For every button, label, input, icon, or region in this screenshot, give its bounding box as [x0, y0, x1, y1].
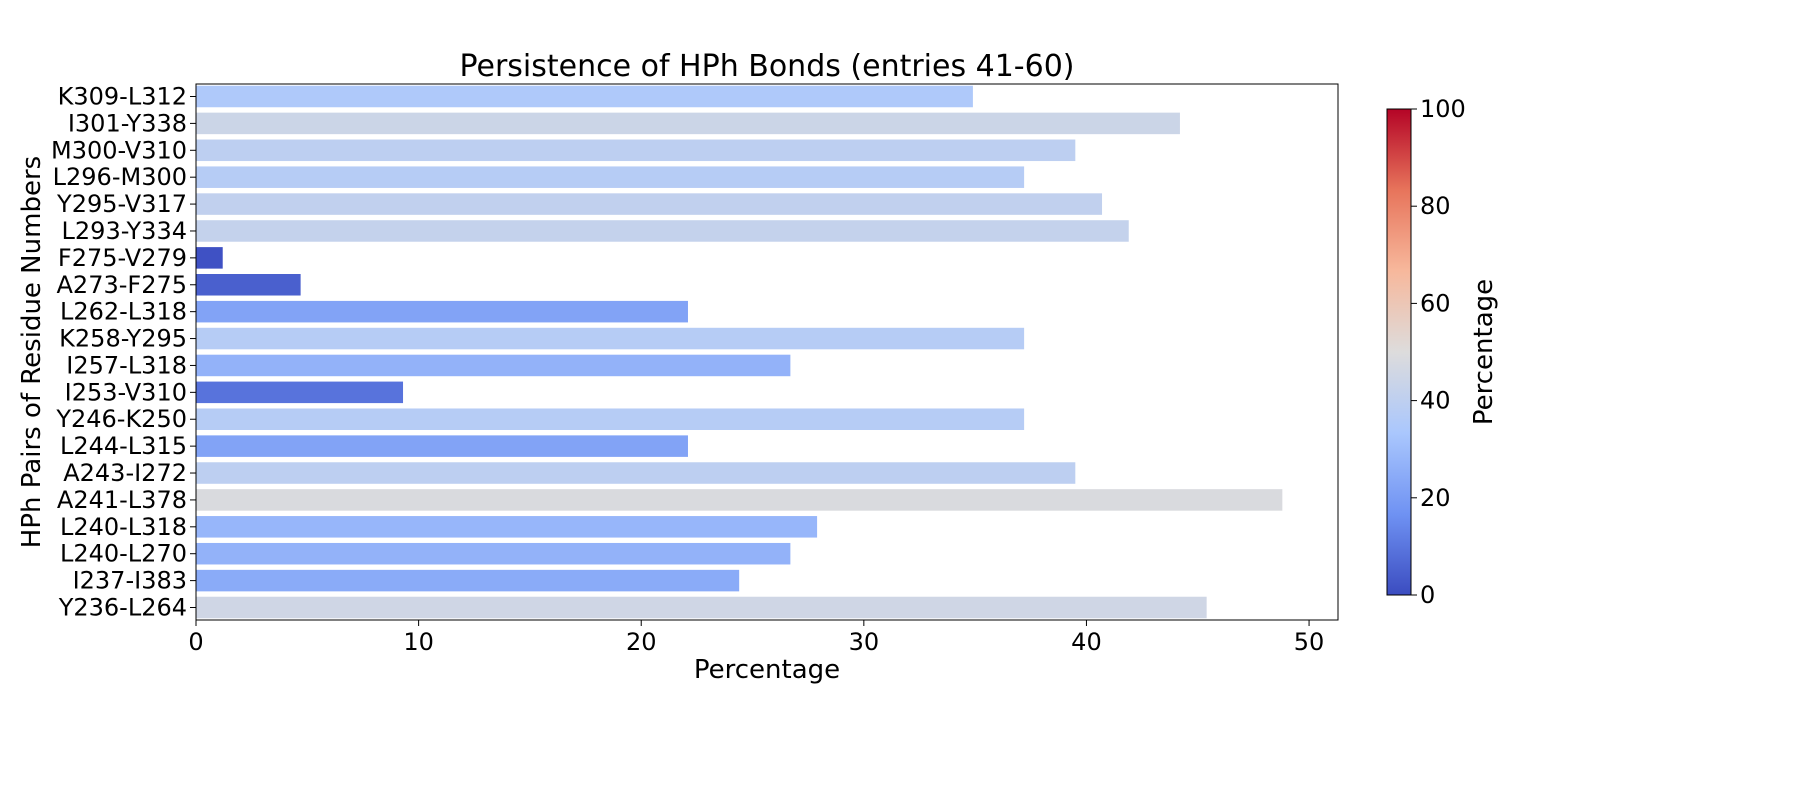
bar: [196, 166, 1025, 188]
y-tick-label: L244-L315: [60, 432, 187, 460]
bar: [196, 569, 740, 592]
y-tick-label: M300-V310: [51, 136, 187, 164]
colorbar: [1386, 108, 1412, 596]
y-tick-label: Y295-V317: [56, 190, 187, 218]
colorbar-tick-label: 0: [1420, 581, 1435, 609]
x-tick-label: 0: [188, 628, 203, 656]
y-tick-label: I237-I383: [73, 567, 187, 595]
y-tick-label: L293-Y334: [62, 217, 187, 245]
colorbar-tick-label: 40: [1420, 387, 1451, 415]
colorbar-tick-label: 100: [1420, 95, 1466, 123]
bar: [196, 596, 1207, 619]
bar: [196, 247, 223, 269]
x-tick-label: 10: [403, 628, 434, 656]
y-tick-label: A241-L378: [57, 486, 187, 514]
x-tick-label: 20: [626, 628, 657, 656]
bar: [196, 139, 1076, 162]
bar: [196, 193, 1103, 215]
y-tick-label: L262-L318: [60, 298, 187, 326]
y-tick-label: L240-L318: [60, 513, 187, 541]
chart-title: Persistence of HPh Bonds (entries 41-60): [459, 49, 1074, 84]
bars-layer: [196, 85, 1283, 619]
y-tick-label: A243-I272: [63, 459, 187, 487]
colorbar-tick-label: 60: [1420, 289, 1451, 317]
bar: [196, 489, 1283, 511]
y-tick-label: L240-L270: [60, 540, 187, 568]
bar: [196, 274, 301, 296]
bar: [196, 327, 1025, 350]
bar: [196, 381, 404, 404]
plot-frame: [195, 83, 1339, 621]
y-tick-label: I253-V310: [65, 378, 187, 406]
bar: [196, 85, 973, 108]
y-tick-label: K309-L312: [58, 83, 187, 111]
bar: [196, 112, 1180, 135]
bar: [196, 542, 791, 565]
y-tick-label: I257-L318: [66, 351, 187, 379]
bar: [196, 300, 688, 323]
bar: [196, 435, 688, 457]
y-tick-label: Y246-K250: [55, 405, 187, 433]
x-tick-label: 30: [849, 628, 880, 656]
y-axis-tick-labels: Y236-L264I237-I383L240-L270L240-L318A241…: [51, 83, 196, 622]
colorbar-ticks: 0 20 40 60 80 100: [1411, 95, 1466, 609]
y-tick-label: F275-V279: [58, 244, 187, 272]
colorbar-tick-label: 80: [1420, 192, 1451, 220]
x-axis-label: Percentage: [694, 655, 840, 685]
y-tick-label: I301-Y338: [68, 109, 187, 137]
bar: [196, 408, 1025, 430]
y-tick-label: K258-Y295: [59, 325, 187, 353]
x-axis-ticks: 0 10 20 30 40 50: [188, 620, 1324, 656]
colorbar-label: Percentage: [1469, 279, 1499, 425]
bar: [196, 354, 791, 377]
y-axis-label: HPh Pairs of Residue Numbers: [17, 156, 47, 548]
colorbar-tick-label: 20: [1420, 484, 1451, 512]
bar: [196, 220, 1129, 242]
bar: [196, 516, 818, 538]
x-tick-label: 50: [1294, 628, 1325, 656]
x-tick-label: 40: [1071, 628, 1102, 656]
y-tick-label: A273-F275: [57, 271, 188, 299]
y-tick-label: Y236-L264: [58, 594, 187, 622]
bar: [196, 462, 1076, 484]
y-tick-label: L296-M300: [53, 163, 187, 191]
